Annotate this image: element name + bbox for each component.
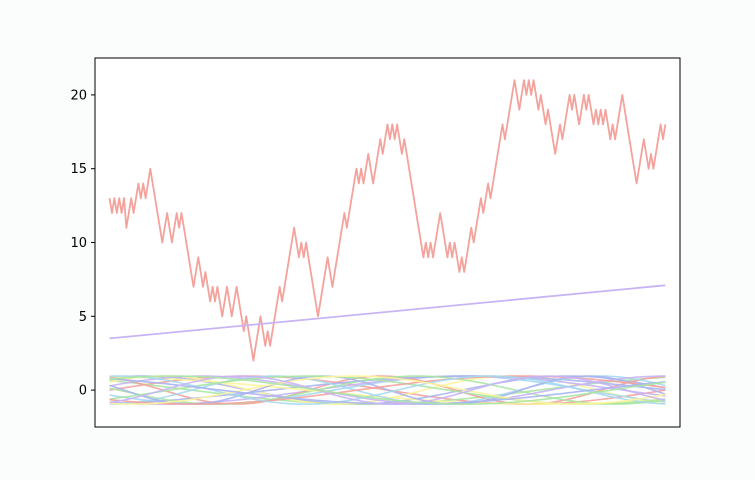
series-line-2 xyxy=(109,284,666,340)
y-tick-label: 5 xyxy=(79,310,87,325)
series-line-oscillating-20 xyxy=(109,375,666,405)
y-tick-label: 15 xyxy=(70,162,87,177)
series-line-oscillating-19 xyxy=(109,375,666,405)
series-line-oscillating-7 xyxy=(109,375,666,405)
series-line-1 xyxy=(108,79,667,362)
axes-background xyxy=(95,58,680,427)
y-tick-label: 0 xyxy=(79,384,87,399)
y-axis: 0 5 10 15 20 xyxy=(70,88,95,399)
series-line-oscillating-17 xyxy=(109,375,666,405)
y-tick-label: 10 xyxy=(70,236,87,251)
y-tick-label: 20 xyxy=(70,88,87,103)
plot-area xyxy=(94,57,681,428)
